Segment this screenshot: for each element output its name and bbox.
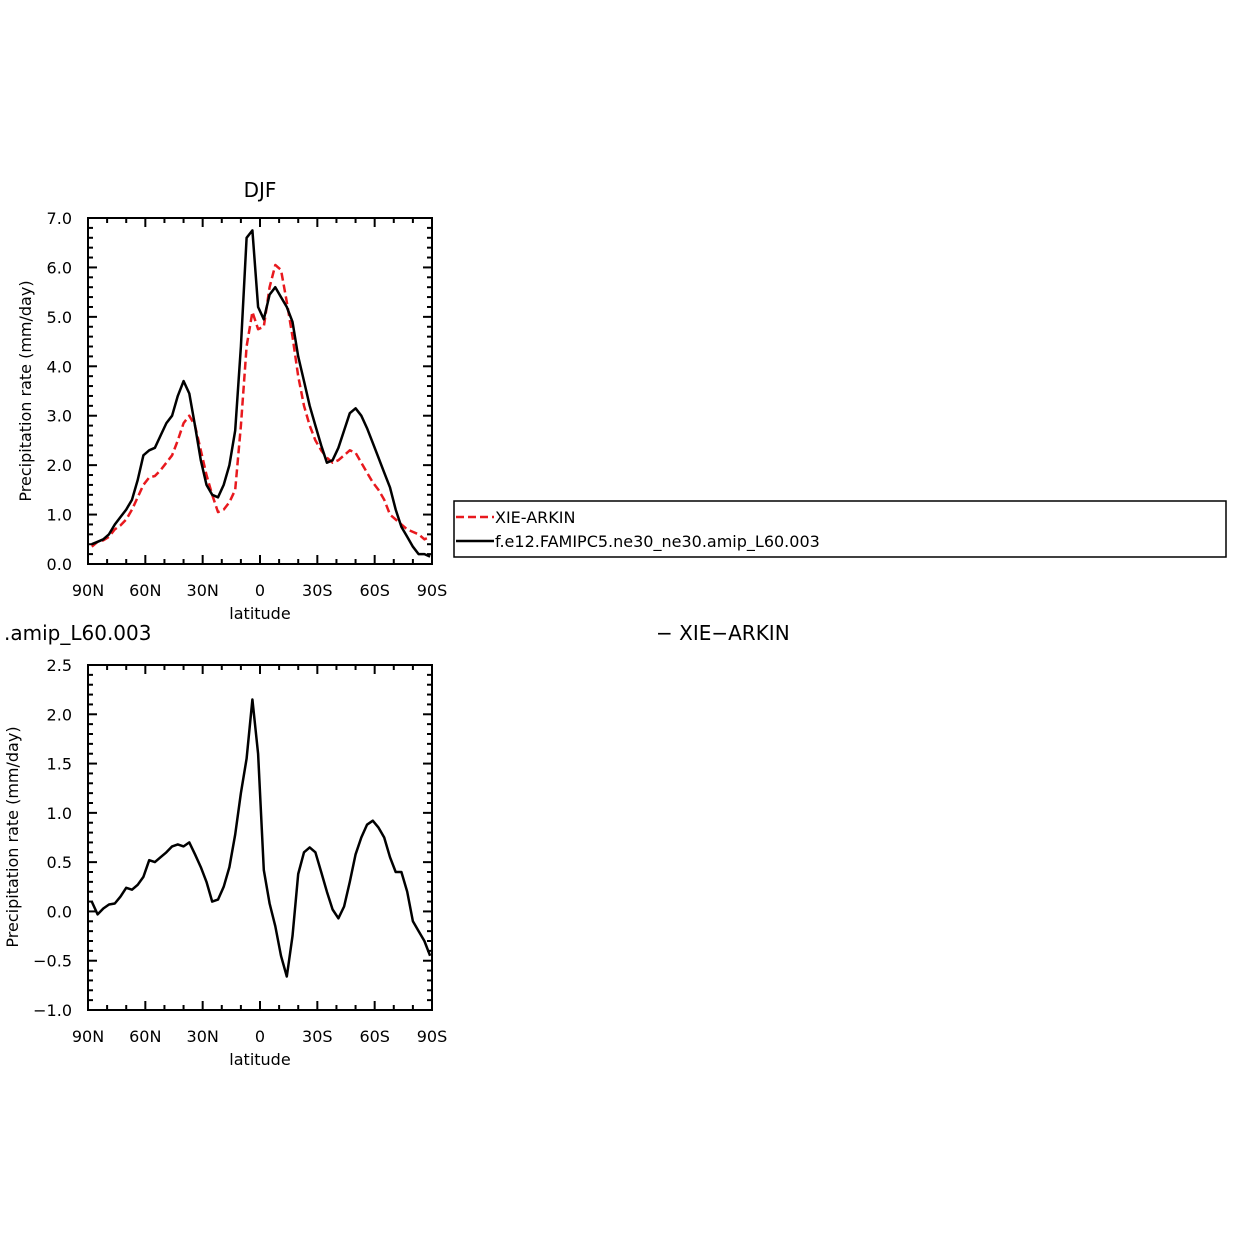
bottom-series-layer: [90, 698, 432, 978]
bottom-y-tick-label-m0-5: −0.5: [33, 952, 72, 971]
top-y-axis-label: Precipitation rate (mm/day): [16, 280, 35, 501]
bottom-x-tick-label-60s: 60S: [359, 1027, 390, 1046]
top-series-line-1: [91, 229, 431, 558]
top-x-ticks: [87, 218, 433, 564]
bottom-y-tick-label-2-5: 2.5: [47, 656, 72, 675]
top-chart-title: DJF: [244, 178, 277, 202]
top-y-tick-labels: 0.0 1.0 2.0 3.0 4.0 5.0 6.0 7.0: [47, 209, 72, 574]
bottom-x-tick-label-60n: 60N: [129, 1027, 161, 1046]
bottom-x-tick-label-90n: 90N: [72, 1027, 104, 1046]
bottom-x-tick-label-0: 0: [255, 1027, 265, 1046]
bottom-x-axis-label: latitude: [229, 1050, 290, 1069]
top-x-tick-label-90n: 90N: [72, 581, 104, 600]
bottom-y-tick-label-1-0: 1.0: [47, 804, 72, 823]
top-panel: DJF 90N 60N 30N 0 30S 60S 90S 0.0 1.0 2.…: [16, 178, 447, 623]
legend-label-xie-arkin: XIE-ARKIN: [495, 508, 575, 527]
bottom-y-axis-label: Precipitation rate (mm/day): [3, 726, 22, 947]
bottom-panel: .amip_L60.003 − XIE−ARKIN 90N 60N 30N 0 …: [3, 621, 790, 1069]
bottom-y-tick-label-0-0: 0.0: [47, 902, 72, 921]
bottom-y-tick-label-1-5: 1.5: [47, 755, 72, 774]
bottom-y-tick-labels: −1.0 −0.5 0.0 0.5 1.0 1.5 2.0 2.5: [33, 656, 72, 1020]
top-y-tick-label-3: 3.0: [47, 407, 72, 426]
bottom-x-ticks: [87, 665, 433, 1010]
top-y-tick-label-0: 0.0: [47, 555, 72, 574]
top-y-ticks: [88, 217, 432, 565]
legend: XIE-ARKIN f.e12.FAMIPC5.ne30_ne30.amip_L…: [453, 500, 1227, 558]
bottom-chart-title-left: .amip_L60.003: [4, 621, 151, 645]
top-x-tick-label-60n: 60N: [129, 581, 161, 600]
top-series-layer: [90, 229, 431, 558]
bottom-x-tick-label-30n: 30N: [187, 1027, 219, 1046]
top-x-axis-label: latitude: [229, 604, 290, 623]
bottom-series-line-0: [90, 698, 432, 978]
bottom-x-tick-label-30s: 30S: [302, 1027, 333, 1046]
top-x-tick-label-30s: 30S: [302, 581, 333, 600]
top-y-tick-label-6: 6.0: [47, 258, 72, 277]
top-series-line-0: [90, 263, 431, 548]
top-x-tick-labels: 90N 60N 30N 0 30S 60S 90S: [72, 581, 447, 600]
legend-label-model: f.e12.FAMIPC5.ne30_ne30.amip_L60.003: [495, 532, 820, 552]
bottom-x-tick-label-90s: 90S: [417, 1027, 448, 1046]
top-x-tick-label-0: 0: [255, 581, 265, 600]
bottom-y-tick-label-0-5: 0.5: [47, 853, 72, 872]
top-plot-frame: [87, 217, 433, 565]
bottom-plot-frame: [87, 664, 433, 1011]
top-y-tick-label-7: 7.0: [47, 209, 72, 228]
top-x-tick-label-30n: 30N: [187, 581, 219, 600]
top-y-tick-label-4: 4.0: [47, 357, 72, 376]
bottom-chart-title-right: − XIE−ARKIN: [656, 621, 790, 645]
legend-box: [453, 500, 1227, 558]
top-y-tick-label-1: 1.0: [47, 506, 72, 525]
top-x-tick-label-90s: 90S: [417, 581, 448, 600]
bottom-y-tick-label-m1-0: −1.0: [33, 1001, 72, 1020]
bottom-y-ticks: [88, 664, 432, 1011]
top-y-tick-label-2: 2.0: [47, 456, 72, 475]
bottom-y-tick-label-2-0: 2.0: [47, 705, 72, 724]
bottom-x-tick-labels: 90N 60N 30N 0 30S 60S 90S: [72, 1027, 447, 1046]
top-x-tick-label-60s: 60S: [359, 581, 390, 600]
top-y-tick-label-5: 5.0: [47, 308, 72, 327]
